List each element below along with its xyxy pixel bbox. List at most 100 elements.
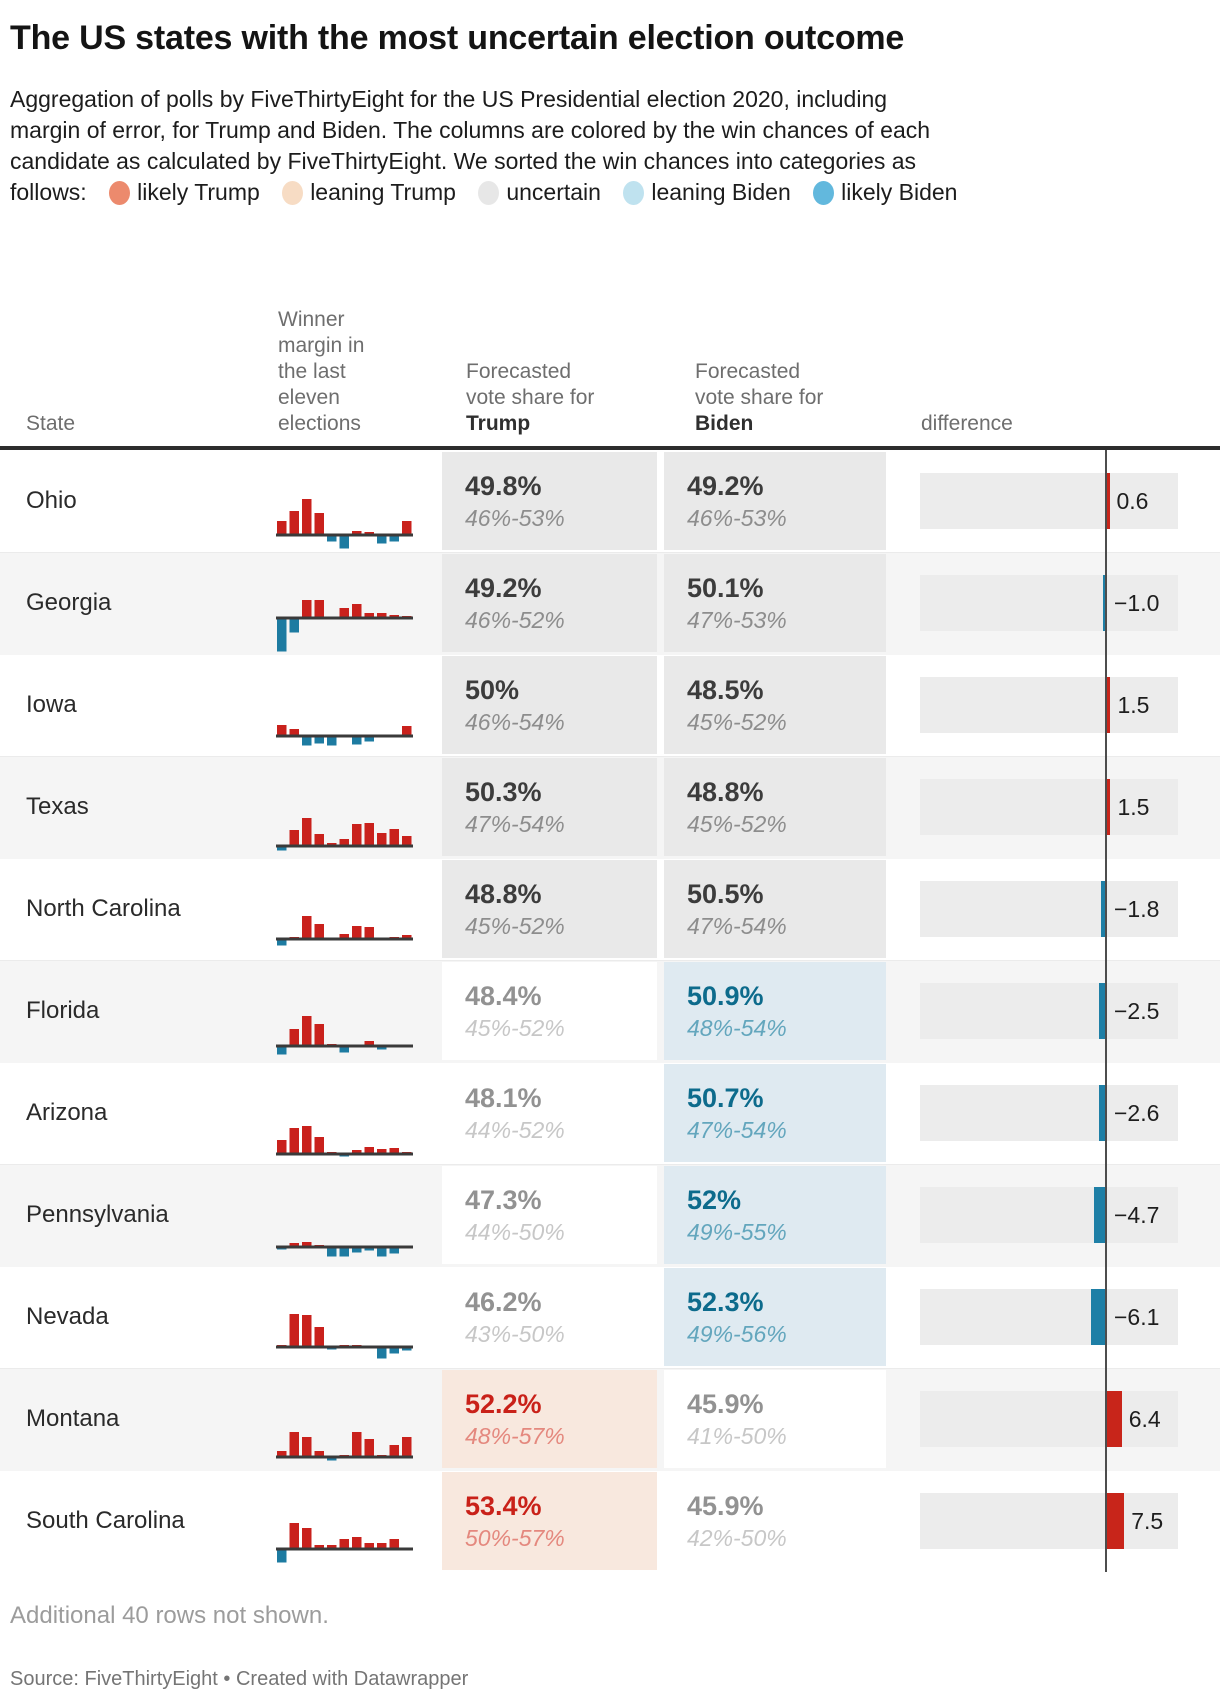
difference-bar-background xyxy=(920,779,1178,835)
biden-vote-share-range: 48%-54% xyxy=(687,1014,787,1041)
difference-bar-background xyxy=(920,1289,1178,1345)
biden-vote-share-range: 41%-50% xyxy=(687,1422,787,1449)
biden-vote-share-value: 50.7% xyxy=(687,1082,764,1113)
table-row: Arizona 48.1% 44%-52% 50.7% 47%-54% −2.6 xyxy=(0,1062,1220,1164)
category-legend: likely Trump leaning Trump uncertain lea… xyxy=(87,179,957,205)
winner-margin-sparkline xyxy=(276,1523,413,1563)
difference-bar-background xyxy=(920,1391,1178,1447)
trump-vote-share-range: 45%-52% xyxy=(465,912,565,939)
winner-margin-sparkline xyxy=(276,1016,413,1055)
trump-vote-share-range: 46%-52% xyxy=(465,606,565,633)
table-column-headers: State Winner margin in the last eleven e… xyxy=(0,208,1220,450)
trump-vote-share-range: 43%-50% xyxy=(465,1320,565,1347)
state-name: South Carolina xyxy=(26,1507,185,1534)
difference-value: −2.6 xyxy=(1114,1100,1160,1126)
biden-vote-share-cell: 48.5% 45%-52% xyxy=(664,656,886,754)
biden-vote-share-value: 49.2% xyxy=(687,470,764,501)
description-line: margin of error, for Trump and Biden. Th… xyxy=(10,117,931,143)
biden-vote-share-cell: 50.1% 47%-53% xyxy=(664,554,886,652)
state-name: Pennsylvania xyxy=(26,1201,169,1228)
biden-vote-share-range: 49%-56% xyxy=(687,1320,787,1347)
table-row: Pennsylvania 47.3% 44%-50% 52% 49%-55% −… xyxy=(0,1164,1220,1266)
column-header-trump-prefix: Forecasted vote share for xyxy=(466,360,595,409)
trump-vote-share-value: 48.8% xyxy=(465,878,542,909)
difference-bar xyxy=(1099,1085,1105,1141)
table-body: Ohio 49.8% 46%-53% 49.2% 46%-53% 0.6 Geo… xyxy=(0,450,1220,1572)
chart-description: Aggregation of polls by FiveThirtyEight … xyxy=(10,84,1150,208)
legend-color-dot-icon xyxy=(282,181,304,205)
table-row: Nevada 46.2% 43%-50% 52.3% 49%-56% −6.1 xyxy=(0,1266,1220,1368)
trump-vote-share-range: 44%-50% xyxy=(465,1218,565,1245)
table-row: Texas 50.3% 47%-54% 48.8% 45%-52% 1.5 xyxy=(0,756,1220,858)
biden-vote-share-value: 45.9% xyxy=(687,1490,764,1521)
difference-bar-background xyxy=(920,983,1178,1039)
trump-vote-share-range: 45%-52% xyxy=(465,1014,565,1041)
difference-bar xyxy=(1090,1289,1105,1345)
difference-value: 6.4 xyxy=(1128,1406,1161,1432)
difference-zero-axis xyxy=(1105,450,1107,552)
legend-item: leaning Trump xyxy=(266,179,456,205)
winner-margin-sparkline xyxy=(276,916,413,946)
biden-vote-share-cell: 45.9% 41%-50% xyxy=(664,1370,886,1468)
biden-vote-share-value: 52% xyxy=(687,1184,742,1215)
trump-vote-share-value: 50.3% xyxy=(465,776,542,807)
rows-not-shown-note: Additional 40 rows not shown. xyxy=(10,1602,329,1629)
difference-zero-axis xyxy=(1105,654,1107,756)
legend-color-dot-icon xyxy=(478,181,500,205)
biden-vote-share-range: 47%-54% xyxy=(687,1116,787,1143)
legend-label: leaning Trump xyxy=(310,179,456,205)
difference-bar xyxy=(1107,779,1111,835)
state-name: Nevada xyxy=(26,1303,109,1330)
difference-bar-background xyxy=(920,881,1178,937)
difference-zero-axis xyxy=(1105,960,1107,1062)
trump-vote-share-value: 50% xyxy=(465,674,520,705)
description-line: Aggregation of polls by FiveThirtyEight … xyxy=(10,86,888,112)
difference-zero-axis xyxy=(1105,1062,1107,1164)
state-name: North Carolina xyxy=(26,895,181,922)
table-row: Ohio 49.8% 46%-53% 49.2% 46%-53% 0.6 xyxy=(0,450,1220,552)
column-header-trump: Forecasted vote share for Trump xyxy=(466,359,604,437)
difference-bar-background xyxy=(920,473,1178,529)
difference-value: 7.5 xyxy=(1131,1508,1164,1534)
trump-vote-share-range: 44%-52% xyxy=(465,1116,565,1143)
legend-color-dot-icon xyxy=(813,181,835,205)
biden-vote-share-value: 45.9% xyxy=(687,1388,764,1419)
difference-bar-background xyxy=(920,1085,1178,1141)
trump-vote-share-cell: 48.1% 44%-52% xyxy=(442,1064,657,1162)
biden-vote-share-cell: 52.3% 49%-56% xyxy=(664,1268,886,1366)
trump-vote-share-cell: 49.8% 46%-53% xyxy=(442,452,657,550)
state-name: Arizona xyxy=(26,1099,108,1126)
description-line: candidate as calculated by FiveThirtyEig… xyxy=(10,148,916,174)
difference-bar xyxy=(1099,983,1105,1039)
column-header-sparkline: Winner margin in the last eleven electio… xyxy=(278,308,365,435)
difference-zero-axis xyxy=(1105,1470,1107,1572)
trump-vote-share-range: 46%-53% xyxy=(465,504,565,531)
biden-vote-share-cell: 48.8% 45%-52% xyxy=(664,758,886,856)
difference-value: −4.7 xyxy=(1114,1202,1160,1228)
trump-vote-share-value: 53.4% xyxy=(465,1490,542,1521)
legend-label: leaning Biden xyxy=(651,179,791,205)
difference-bar-background xyxy=(920,1187,1178,1243)
trump-vote-share-cell: 47.3% 44%-50% xyxy=(442,1166,657,1264)
biden-vote-share-cell: 50.7% 47%-54% xyxy=(664,1064,886,1162)
column-header-trump-name: Trump xyxy=(466,412,531,435)
difference-value: −1.0 xyxy=(1114,590,1160,616)
winner-margin-sparkline xyxy=(276,1126,413,1157)
state-name: Ohio xyxy=(26,487,77,514)
trump-vote-share-cell: 50.3% 47%-54% xyxy=(442,758,657,856)
biden-vote-share-cell: 52% 49%-55% xyxy=(664,1166,886,1264)
biden-vote-share-range: 47%-54% xyxy=(687,912,787,939)
trump-vote-share-value: 52.2% xyxy=(465,1388,542,1419)
legend-color-dot-icon xyxy=(623,181,645,205)
legend-label: likely Trump xyxy=(137,179,260,205)
difference-value: −2.5 xyxy=(1114,998,1160,1024)
trump-vote-share-cell: 52.2% 48%-57% xyxy=(442,1370,657,1468)
difference-value: −6.1 xyxy=(1114,1304,1160,1330)
difference-bar-background xyxy=(920,575,1178,631)
legend-item: leaning Biden xyxy=(607,179,791,205)
difference-zero-axis xyxy=(1105,858,1107,960)
page-title: The US states with the most uncertain el… xyxy=(10,19,905,57)
difference-bar-background xyxy=(920,1493,1178,1549)
biden-vote-share-value: 50.1% xyxy=(687,572,764,603)
